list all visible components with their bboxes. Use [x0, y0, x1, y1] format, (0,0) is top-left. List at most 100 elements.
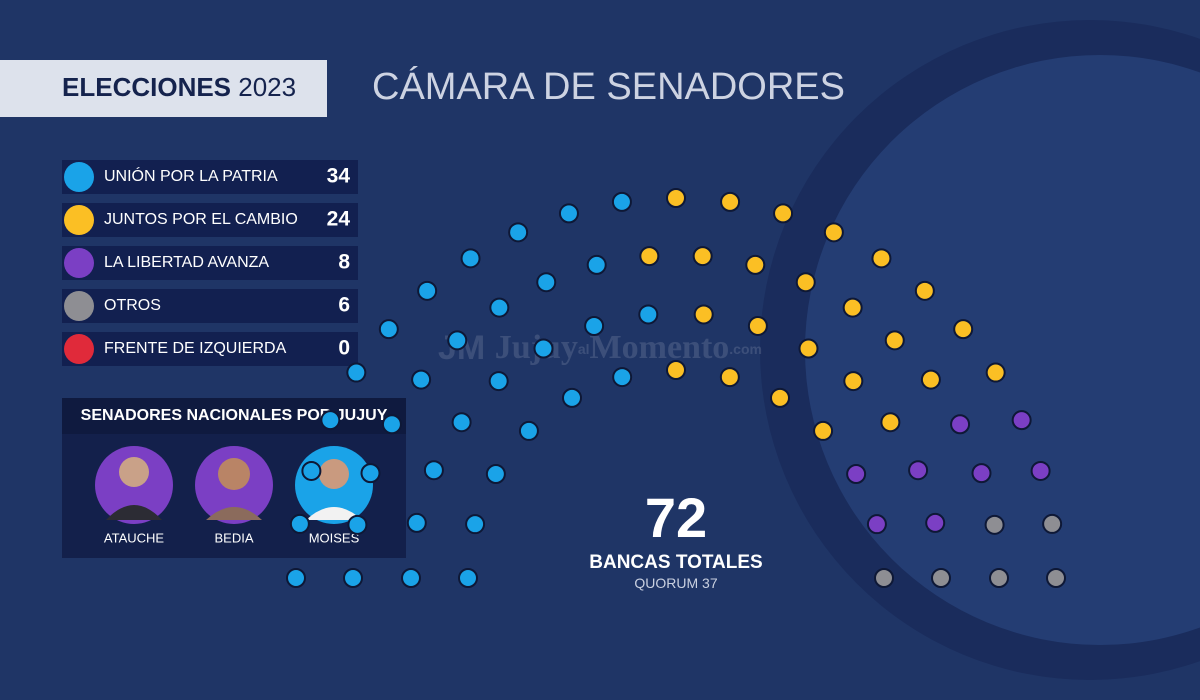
- seat: [562, 387, 582, 408]
- seat: [586, 254, 607, 275]
- seat: [320, 410, 341, 431]
- seat: [693, 304, 714, 325]
- quorum-value: 37: [702, 575, 718, 591]
- seat: [584, 315, 605, 336]
- seat: [406, 512, 427, 533]
- seat: [989, 568, 1009, 588]
- seat: [451, 412, 472, 433]
- seat: [914, 280, 935, 301]
- seat: [920, 369, 941, 390]
- legend-value: 8: [338, 251, 350, 274]
- legend-name: UNIÓN POR LA PATRIA: [104, 166, 278, 185]
- wm-d: .com: [729, 341, 762, 357]
- legend-swatch: [64, 334, 94, 364]
- legend-row: [62, 160, 358, 194]
- seat: [813, 420, 834, 441]
- seat: [458, 568, 478, 588]
- seat: [417, 280, 438, 301]
- seat: [346, 362, 367, 383]
- seat: [745, 254, 766, 275]
- page-title: CÁMARA DE SENADORES: [372, 65, 845, 108]
- senator-name: BEDIA: [214, 530, 253, 545]
- legend-swatch: [64, 162, 94, 192]
- seat: [611, 191, 632, 212]
- seat: [719, 367, 740, 388]
- panel-header: [62, 398, 406, 434]
- badge-year: 2023: [238, 72, 296, 102]
- seat: [950, 414, 971, 435]
- seat: [360, 463, 381, 484]
- legend-name: JUNTOS POR EL CAMBIO: [104, 211, 298, 228]
- seat: [720, 191, 741, 212]
- wm-b: al: [578, 341, 590, 357]
- seat: [381, 414, 402, 435]
- seat: [401, 568, 421, 588]
- bg-disc: [805, 55, 1200, 645]
- seat: [1042, 513, 1063, 534]
- seat: [533, 338, 554, 359]
- seat: [871, 248, 892, 269]
- seat: [692, 246, 713, 267]
- seat: [447, 330, 468, 351]
- seat: [639, 246, 660, 267]
- seat: [985, 362, 1006, 383]
- senator-name: ATAUCHE: [104, 530, 165, 545]
- legend-value: 0: [338, 337, 350, 360]
- quorum: QUORUM 37: [634, 575, 717, 591]
- legend-name: FRENTE DE IZQUIERDA: [104, 340, 287, 357]
- photo: [95, 446, 173, 524]
- seat: [378, 319, 399, 340]
- seat: [465, 514, 486, 535]
- legend-row: [62, 203, 358, 237]
- seat: [301, 460, 322, 481]
- total-seats: 72: [645, 486, 707, 549]
- total-label: BANCAS TOTALES: [589, 552, 762, 573]
- seat: [289, 513, 310, 534]
- panel-title: SENADORES NACIONALES POR JUJUY: [81, 407, 388, 424]
- seat: [795, 272, 816, 293]
- legend-swatch: [64, 248, 94, 278]
- seat: [866, 514, 887, 535]
- senators-panel: SENADORES NACIONALES POR JUJUY ATAUCHE B…: [62, 398, 406, 558]
- seat: [773, 203, 794, 224]
- seat: [931, 568, 951, 588]
- seat: [798, 338, 819, 359]
- badge-bold: ELECCIONES: [62, 72, 231, 102]
- seat: [638, 304, 659, 325]
- legend-value: 34: [327, 165, 351, 188]
- seat: [884, 330, 905, 351]
- seat: [846, 464, 867, 484]
- seat: [347, 514, 368, 535]
- seat: [286, 568, 306, 588]
- legend-row: [62, 332, 358, 366]
- legend-swatch: [64, 205, 94, 235]
- seat: [747, 315, 768, 336]
- senator-name: MOISES: [309, 530, 360, 545]
- seat: [666, 188, 686, 208]
- wm-c: Momento: [590, 329, 730, 366]
- legend-swatch: [64, 291, 94, 321]
- photo: [295, 446, 373, 524]
- quorum-label: QUORUM: [634, 575, 698, 591]
- seat: [508, 222, 529, 243]
- seat: [1011, 410, 1032, 431]
- legend-row: [62, 246, 358, 280]
- seat: [823, 222, 844, 243]
- seat: [925, 512, 946, 533]
- seat: [1046, 568, 1066, 588]
- legend-value: 6: [338, 294, 350, 317]
- badge: [0, 60, 327, 117]
- seat: [488, 371, 509, 392]
- seat: [842, 297, 863, 318]
- legend-value: 24: [327, 208, 351, 231]
- seat: [411, 369, 432, 390]
- seat: [953, 319, 974, 340]
- watermark: JM JujuyalMomento.com: [438, 329, 762, 367]
- seat: [460, 248, 481, 269]
- legend-name: OTROS: [104, 297, 161, 314]
- photo: [195, 446, 273, 524]
- legend-name: LA LIBERTAD AVANZA: [104, 254, 269, 271]
- legend-row: [62, 289, 358, 323]
- seat: [1030, 460, 1051, 481]
